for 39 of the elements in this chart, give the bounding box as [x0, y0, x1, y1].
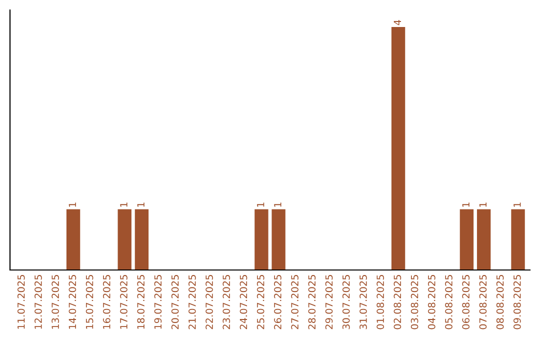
- x-tick-label: 19.07.2025: [154, 275, 162, 329]
- data-label: 1: [137, 202, 144, 207]
- x-tick-label: 11.07.2025: [17, 275, 25, 329]
- x-tick-label: 09.08.2025: [513, 275, 521, 330]
- data-label: 1: [120, 202, 128, 207]
- x-tick-label: 17.07.2025: [120, 275, 128, 329]
- x-tick-label: 28.07.2025: [308, 275, 316, 330]
- x-tick-label: 04.08.2025: [428, 275, 436, 330]
- x-tick-label: 23.07.2025: [222, 275, 230, 330]
- x-tick-label: 20.07.2025: [171, 275, 179, 330]
- x-tick-label: 26.07.2025: [274, 275, 282, 330]
- x-tick-label: 06.08.2025: [462, 275, 470, 330]
- x-tick-label: 31.07.2025: [360, 275, 367, 330]
- x-tick-label: 13.07.2025: [52, 275, 60, 329]
- data-label: 1: [274, 202, 282, 207]
- x-tick-label: 21.07.2025: [188, 275, 196, 330]
- x-tick-label: 29.07.2025: [325, 275, 333, 330]
- x-tick-label: 01.08.2025: [376, 275, 384, 330]
- x-tick-label: 30.07.2025: [342, 275, 350, 330]
- data-label: 1: [514, 202, 521, 207]
- x-tick-label: 07.08.2025: [479, 275, 487, 330]
- x-tick-label: 12.07.2025: [34, 275, 42, 329]
- x-tick-label: 24.07.2025: [240, 275, 248, 330]
- x-tick-label: 02.08.2025: [394, 275, 402, 330]
- data-label: 1: [462, 202, 470, 207]
- x-tick-label: 08.08.2025: [496, 275, 504, 330]
- x-tick-label: 27.07.2025: [291, 275, 298, 330]
- x-tick-label: 03.08.2025: [410, 275, 418, 330]
- x-tick-label: 18.07.2025: [137, 275, 145, 329]
- data-label: 1: [479, 202, 486, 207]
- x-tick-label: 05.08.2025: [445, 275, 452, 330]
- data-label: 1: [257, 202, 264, 207]
- data-label: 1: [68, 202, 76, 207]
- x-tick-label: 25.07.2025: [256, 275, 264, 330]
- x-tick-label: 22.07.2025: [206, 275, 213, 330]
- x-tick-label: 16.07.2025: [102, 275, 110, 329]
- x-tick-label: 14.07.2025: [68, 275, 76, 329]
- x-tick-label: 15.07.2025: [86, 275, 94, 329]
- data-label: 4: [394, 20, 401, 26]
